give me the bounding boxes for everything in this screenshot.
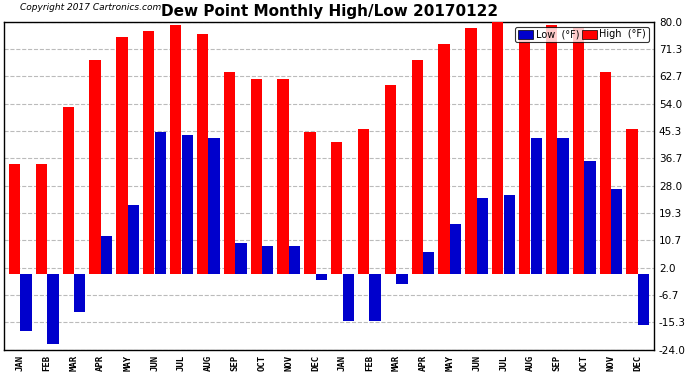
Bar: [465, 28, 477, 274]
Title: Dew Point Monthly High/Low 20170122: Dew Point Monthly High/Low 20170122: [161, 4, 497, 19]
Bar: [558, 138, 569, 274]
Bar: [170, 25, 181, 274]
Bar: [143, 31, 155, 274]
Bar: [181, 135, 193, 274]
Legend: Low  (°F), High  (°F): Low (°F), High (°F): [515, 27, 649, 42]
Bar: [74, 274, 86, 312]
Bar: [638, 274, 649, 325]
Bar: [235, 243, 246, 274]
Bar: [21, 274, 32, 331]
Bar: [343, 274, 354, 321]
Text: Copyright 2017 Cartronics.com: Copyright 2017 Cartronics.com: [20, 3, 161, 12]
Bar: [584, 160, 595, 274]
Bar: [289, 246, 300, 274]
Bar: [573, 28, 584, 274]
Bar: [396, 274, 408, 284]
Bar: [519, 38, 531, 274]
Bar: [208, 138, 219, 274]
Bar: [627, 129, 638, 274]
Bar: [600, 72, 611, 274]
Bar: [450, 224, 462, 274]
Bar: [304, 132, 315, 274]
Bar: [63, 107, 74, 274]
Bar: [546, 25, 557, 274]
Bar: [36, 164, 47, 274]
Bar: [423, 252, 435, 274]
Bar: [117, 38, 128, 274]
Bar: [224, 72, 235, 274]
Bar: [90, 60, 101, 274]
Bar: [316, 274, 327, 280]
Bar: [197, 34, 208, 274]
Bar: [9, 164, 20, 274]
Bar: [477, 198, 488, 274]
Bar: [504, 195, 515, 274]
Bar: [492, 15, 504, 274]
Bar: [358, 129, 369, 274]
Bar: [262, 246, 273, 274]
Bar: [250, 78, 262, 274]
Bar: [101, 236, 112, 274]
Bar: [47, 274, 59, 344]
Bar: [331, 142, 342, 274]
Bar: [155, 132, 166, 274]
Bar: [438, 44, 450, 274]
Bar: [277, 78, 288, 274]
Bar: [385, 85, 396, 274]
Bar: [369, 274, 381, 321]
Bar: [611, 189, 622, 274]
Bar: [412, 60, 423, 274]
Bar: [128, 205, 139, 274]
Bar: [531, 138, 542, 274]
